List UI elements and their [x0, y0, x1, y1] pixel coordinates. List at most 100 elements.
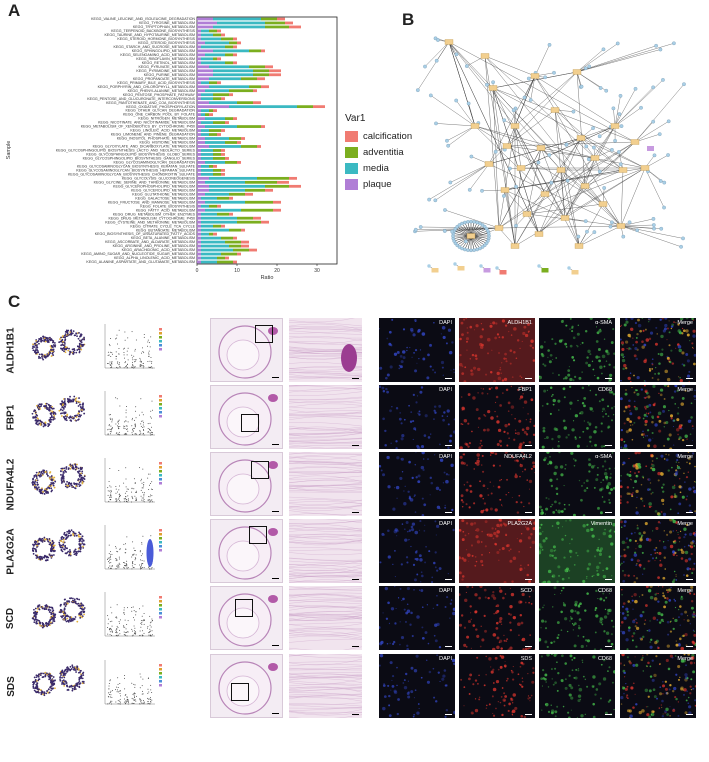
fluorescence-spot	[391, 406, 393, 408]
network-edge	[435, 163, 490, 201]
fluorescence-spot	[514, 418, 516, 420]
spatial-spot	[64, 338, 67, 341]
bar-segment-media	[201, 45, 225, 49]
fiber-line	[289, 429, 362, 435]
cell-dot	[151, 618, 153, 620]
if-signal	[379, 452, 455, 516]
network-edge	[564, 167, 646, 219]
cell-dot	[132, 428, 134, 430]
fluorescence-spot	[419, 520, 422, 523]
cell-dot	[126, 631, 128, 633]
spatial-spot	[83, 613, 86, 616]
cell-dot	[115, 558, 117, 560]
fluorescence-spot	[599, 365, 603, 369]
violin-legend-swatch	[159, 470, 162, 473]
cell-dot	[135, 499, 137, 501]
cell-dot	[126, 354, 128, 356]
fluorescence-spot	[648, 505, 652, 508]
network-edge	[492, 87, 646, 169]
fluorescence-spot	[492, 647, 496, 650]
fluorescence-spot	[539, 345, 544, 349]
vessel-lumen	[226, 540, 260, 572]
spatial-spot	[61, 400, 64, 402]
cell-dot	[147, 431, 149, 433]
cell-dot	[133, 428, 135, 430]
cell-dot	[133, 547, 135, 549]
spatial-spot	[62, 403, 64, 406]
fluorescence-spot	[669, 530, 673, 534]
fluorescence-spot	[433, 561, 436, 565]
spatial-spot	[46, 406, 48, 409]
fluorescence-spot	[554, 465, 559, 470]
fiber-line	[289, 564, 362, 569]
spatial-spot	[74, 398, 77, 401]
spatial-spot	[77, 405, 80, 407]
spatial-spot	[64, 335, 66, 337]
spatial-spot	[65, 620, 68, 623]
network-edge	[618, 151, 624, 171]
cell-dot	[118, 363, 120, 365]
violin-legend-swatch	[159, 616, 162, 619]
network-edge	[424, 41, 450, 67]
spatial-spot	[72, 618, 75, 621]
spatial-spot	[72, 352, 74, 355]
spatial-spot	[34, 481, 36, 483]
fluorescence-spot	[494, 410, 496, 413]
fluorescence-spot	[563, 503, 566, 506]
spatial-spot	[37, 408, 40, 411]
fluorescence-spot	[547, 463, 550, 466]
fluorescence-spot	[406, 648, 410, 650]
pathway-hub-node	[484, 161, 494, 167]
spatial-spot	[32, 543, 34, 546]
bar-segment-calcification	[237, 252, 241, 256]
violin-plot-svg	[104, 592, 162, 637]
fluorescence-spot	[563, 426, 568, 430]
fiber-line	[289, 346, 362, 351]
category-label: KEGG_TRYPTOPHAN_METABOLISM	[133, 25, 195, 29]
fluorescence-spot	[463, 484, 466, 486]
cell-dot	[133, 355, 135, 357]
fluorescence-spot	[565, 346, 568, 348]
fluorescence-spot	[491, 349, 493, 351]
spatial-spot	[71, 464, 74, 467]
fluorescence-spot	[523, 430, 527, 434]
spatial-spot	[80, 341, 83, 344]
if-image-merge: Merge	[620, 385, 696, 449]
x-tick-label: 0	[196, 268, 199, 274]
cell-dot	[111, 630, 113, 632]
bar-segment-plaque	[197, 252, 201, 256]
category-label: KEGG_PORPHYRIN_AND_CHLOROPHYLL_METABOLIS…	[98, 85, 195, 89]
fluorescence-spot	[608, 491, 612, 495]
fluorescence-spot	[635, 357, 639, 361]
fluorescence-spot	[501, 336, 504, 339]
spatial-spot	[76, 552, 78, 555]
spatial-spot	[62, 611, 65, 613]
pathway-hub-node	[500, 187, 510, 193]
spatial-spot	[65, 419, 68, 422]
gene-node	[469, 219, 473, 224]
cell-dot	[109, 363, 111, 365]
pathway-hub-node	[590, 155, 600, 161]
he-tissue	[218, 526, 278, 580]
cell-dot	[109, 562, 111, 564]
cell-dot	[148, 631, 150, 633]
scale-bar	[686, 377, 693, 379]
fluorescence-spot	[595, 614, 599, 618]
fiber-line	[289, 416, 362, 420]
gene-node	[502, 194, 506, 198]
scale-bar	[686, 511, 693, 513]
fluorescence-spot	[620, 495, 623, 498]
gene-node	[639, 105, 643, 110]
gene-node	[662, 180, 667, 185]
fluorescence-spot	[557, 565, 561, 569]
fluorescence-spot	[474, 555, 477, 558]
gene-node	[633, 86, 638, 91]
if-channel-label: Merge	[677, 387, 693, 393]
fluorescence-spot	[662, 409, 666, 413]
fluorescence-spot	[459, 337, 462, 341]
fluorescence-spot	[692, 334, 696, 338]
fluorescence-spot	[601, 354, 606, 359]
fluorescence-spot	[468, 441, 472, 445]
legend-label: calcification	[363, 130, 413, 142]
fluorescence-spot	[435, 534, 437, 536]
